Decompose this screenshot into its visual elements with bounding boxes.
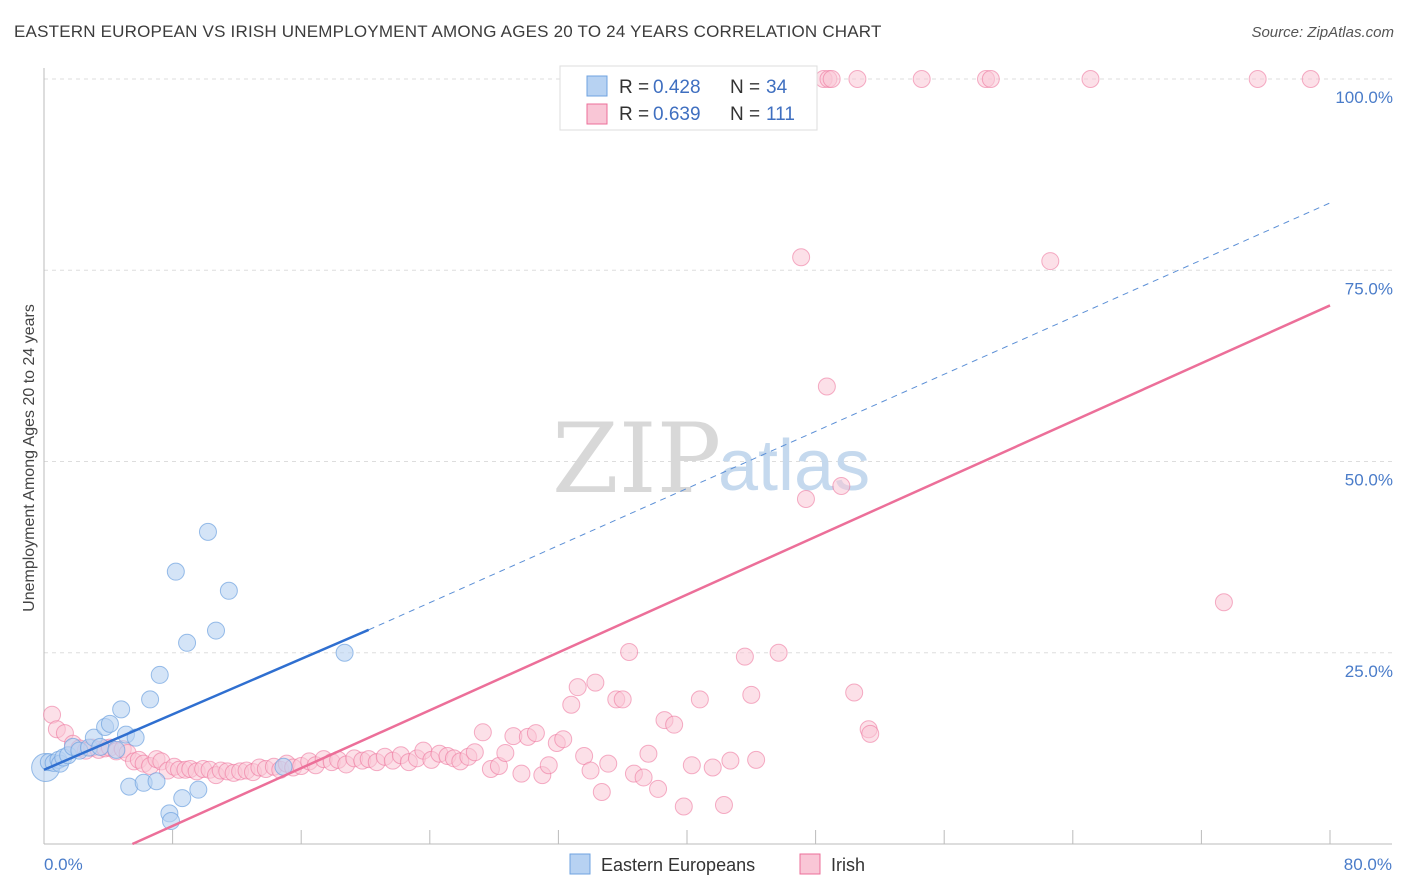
legend-swatch-eastern-europeans bbox=[586, 75, 608, 97]
legend-r-value-1: 0.428 bbox=[653, 77, 701, 98]
irish-point bbox=[1214, 593, 1233, 612]
irish-point bbox=[554, 730, 573, 749]
irish-point bbox=[568, 678, 587, 697]
eastern-european-point bbox=[207, 621, 226, 640]
irish-point bbox=[845, 683, 864, 702]
irish-point bbox=[796, 489, 815, 508]
gridlines bbox=[44, 78, 1392, 654]
irish-point bbox=[848, 70, 867, 88]
irish-point bbox=[1248, 70, 1267, 88]
legend-n-label-1: N = bbox=[730, 77, 760, 98]
irish-point bbox=[769, 643, 788, 662]
irish-trend-line bbox=[131, 304, 1331, 846]
eastern-european-points bbox=[31, 522, 354, 831]
y-tick-label-100: 100.0% bbox=[1335, 88, 1393, 107]
irish-point bbox=[620, 642, 639, 661]
eastern-european-point bbox=[107, 740, 126, 759]
bottom-legend: Eastern Europeans Irish bbox=[569, 853, 865, 875]
irish-point bbox=[613, 690, 632, 709]
irish-point bbox=[981, 70, 1000, 88]
eastern-european-trend-extension bbox=[368, 202, 1331, 631]
legend-swatch-irish bbox=[586, 103, 608, 125]
irish-point bbox=[586, 673, 605, 692]
irish-point bbox=[674, 797, 693, 816]
irish-point bbox=[735, 647, 754, 666]
irish-point bbox=[690, 690, 709, 709]
legend-n-value-2: 111 bbox=[766, 104, 795, 125]
x-axis-ticks bbox=[43, 830, 1331, 844]
eastern-european-point bbox=[112, 700, 131, 719]
irish-point bbox=[861, 724, 880, 743]
source-label: Source: ZipAtlas.com bbox=[1251, 24, 1394, 41]
irish-point bbox=[1301, 70, 1320, 88]
eastern-european-point bbox=[173, 789, 192, 808]
eastern-european-point bbox=[189, 780, 208, 799]
irish-point bbox=[539, 756, 558, 775]
irish-point bbox=[665, 715, 684, 734]
eastern-european-point bbox=[147, 772, 166, 791]
irish-point bbox=[581, 761, 600, 780]
legend-box: R = 0.428 N = 34 R = 0.639 N = 111 bbox=[559, 65, 818, 131]
irish-point bbox=[649, 779, 668, 798]
x-tick-label-min: 0.0% bbox=[44, 855, 83, 874]
irish-point bbox=[496, 743, 515, 762]
y-tick-label-75: 75.0% bbox=[1345, 279, 1393, 298]
x-tick-label-max: 80.0% bbox=[1344, 855, 1392, 874]
bottom-legend-label-irish: Irish bbox=[831, 855, 865, 875]
trend-lines bbox=[43, 202, 1331, 846]
eastern-european-point bbox=[178, 633, 197, 652]
irish-point bbox=[526, 724, 545, 743]
irish-point bbox=[912, 70, 931, 88]
bottom-legend-swatch-irish bbox=[799, 853, 821, 875]
bottom-legend-swatch-eastern-europeans bbox=[569, 853, 591, 875]
irish-point bbox=[822, 70, 841, 88]
irish-point bbox=[465, 743, 484, 762]
eastern-european-point bbox=[198, 522, 217, 541]
irish-point bbox=[832, 476, 851, 495]
irish-point bbox=[714, 795, 733, 814]
irish-point bbox=[592, 782, 611, 801]
irish-point bbox=[721, 751, 740, 770]
legend-r-value-2: 0.639 bbox=[653, 104, 701, 125]
watermark-atlas: atlas bbox=[718, 426, 870, 506]
eastern-european-point bbox=[150, 665, 169, 684]
eastern-european-point bbox=[100, 714, 119, 733]
y-tick-labels: 25.0% 50.0% 75.0% 100.0% bbox=[1335, 88, 1393, 681]
irish-point bbox=[703, 758, 722, 777]
irish-point bbox=[473, 723, 492, 742]
irish-point bbox=[747, 750, 766, 769]
irish-point bbox=[742, 685, 761, 704]
irish-point bbox=[1081, 70, 1100, 88]
eastern-european-trend-line bbox=[43, 628, 370, 771]
y-tick-label-25: 25.0% bbox=[1345, 662, 1393, 681]
legend-r-label-2: R = bbox=[619, 104, 649, 125]
eastern-european-point bbox=[335, 643, 354, 662]
y-axis-title: Unemployment Among Ages 20 to 24 years bbox=[21, 304, 38, 612]
watermark-zip: ZIP bbox=[552, 403, 721, 515]
irish-point bbox=[792, 248, 811, 267]
bottom-legend-label-eastern-europeans: Eastern Europeans bbox=[601, 855, 755, 875]
irish-point bbox=[1041, 252, 1060, 271]
irish-point bbox=[634, 768, 653, 787]
irish-point bbox=[639, 744, 658, 763]
irish-point bbox=[682, 756, 701, 775]
eastern-european-point bbox=[166, 562, 185, 581]
irish-point bbox=[512, 764, 531, 783]
irish-point bbox=[817, 377, 836, 396]
irish-point bbox=[599, 754, 618, 773]
legend-r-label-1: R = bbox=[619, 77, 649, 98]
eastern-european-point bbox=[219, 581, 238, 600]
eastern-european-point bbox=[141, 690, 160, 709]
legend-n-label-2: N = bbox=[730, 104, 760, 125]
irish-point bbox=[562, 695, 581, 714]
chart-title: EASTERN EUROPEAN VS IRISH UNEMPLOYMENT A… bbox=[14, 22, 882, 41]
y-tick-label-50: 50.0% bbox=[1345, 471, 1393, 490]
legend-n-value-1: 34 bbox=[766, 77, 788, 98]
